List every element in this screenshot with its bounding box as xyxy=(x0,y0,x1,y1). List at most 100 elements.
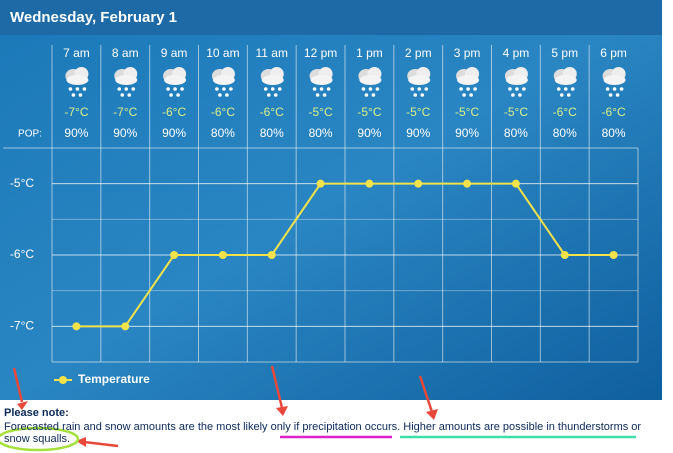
weather-icon xyxy=(504,67,528,97)
temp-label: -5°C xyxy=(504,105,528,119)
snowflake xyxy=(508,87,512,91)
snowflake xyxy=(127,93,132,97)
snowflake xyxy=(612,87,617,91)
snowflake xyxy=(322,93,327,97)
pop-value: 80% xyxy=(602,126,626,140)
cloud xyxy=(359,75,382,85)
cloud xyxy=(66,75,89,85)
weather-icon xyxy=(211,67,235,97)
pop-value: 80% xyxy=(504,126,528,140)
snowflake xyxy=(78,93,83,97)
note-text: Forecasted rain and snow amounts are the… xyxy=(4,421,642,445)
snowflake xyxy=(413,93,418,97)
snowflake xyxy=(176,93,180,97)
legend-label: Temperature xyxy=(78,372,150,386)
hour-label: 8 am xyxy=(112,46,139,60)
panel xyxy=(0,0,662,400)
snowflake xyxy=(469,93,473,97)
data-point xyxy=(316,179,325,188)
cloud xyxy=(603,75,626,85)
snowflake xyxy=(222,87,226,91)
pop-value: 90% xyxy=(406,126,430,140)
hour-label: 7 am xyxy=(63,46,90,60)
cloud xyxy=(408,75,431,85)
weather-icon xyxy=(309,67,333,97)
pop-value: 90% xyxy=(64,126,88,140)
hour-label: 10 am xyxy=(206,46,239,60)
data-point xyxy=(218,251,227,259)
snowflake xyxy=(270,87,275,91)
snowflake xyxy=(266,93,271,97)
snowflake xyxy=(605,87,610,91)
temp-label: -5°C xyxy=(357,105,381,119)
weather-icon xyxy=(456,67,480,97)
temp-label: -6°C xyxy=(211,105,235,119)
snowflake xyxy=(82,87,87,91)
snowflake xyxy=(117,87,122,91)
hour-label: 2 pm xyxy=(405,46,432,60)
data-point xyxy=(560,251,569,259)
hour-label: 12 pm xyxy=(304,46,337,60)
cloud xyxy=(457,75,480,85)
snowflake xyxy=(229,87,233,91)
snowflake xyxy=(368,87,373,91)
snowflake xyxy=(364,93,369,97)
snowflake xyxy=(273,93,278,97)
pop-value: 90% xyxy=(357,126,381,140)
snowflake xyxy=(371,93,376,97)
snowflake xyxy=(420,93,425,97)
weather-icon xyxy=(114,67,138,97)
pop-value: 90% xyxy=(455,126,479,140)
snowflake xyxy=(75,87,80,91)
weather-icon xyxy=(602,67,626,97)
snowflake xyxy=(131,87,136,91)
snowflake xyxy=(608,93,613,97)
snowflake xyxy=(326,87,331,91)
temp-label: -6°C xyxy=(553,105,577,119)
snowflake xyxy=(315,93,320,97)
snowflake xyxy=(515,87,519,91)
pop-value: 80% xyxy=(211,126,235,140)
data-point xyxy=(365,179,374,188)
snowflake xyxy=(68,87,73,91)
pop-value: 90% xyxy=(162,126,186,140)
temperature-line xyxy=(76,182,614,328)
snowflake xyxy=(410,87,415,91)
snowflake xyxy=(518,93,522,97)
header-bar xyxy=(0,0,662,35)
snowflake xyxy=(417,87,422,91)
snowflake xyxy=(466,87,470,91)
snowflake xyxy=(312,87,317,91)
snowflake xyxy=(556,87,561,91)
snowflake xyxy=(215,87,219,91)
hour-label: 3 pm xyxy=(454,46,481,60)
header-title: Wednesday, February 1 xyxy=(10,9,177,26)
snowflake xyxy=(462,93,466,97)
hour-label: 11 am xyxy=(256,46,288,60)
cloud xyxy=(261,75,284,85)
snowflake xyxy=(166,87,170,91)
snowflake xyxy=(566,93,571,97)
annotations xyxy=(12,365,438,448)
note-title: Please note: xyxy=(4,407,69,419)
weather-icon xyxy=(163,67,187,97)
snowflake xyxy=(375,87,380,91)
snowflake xyxy=(71,93,76,97)
cloud xyxy=(505,75,528,85)
data-point xyxy=(609,251,618,259)
snowflake xyxy=(180,87,184,91)
snowflake xyxy=(169,93,173,97)
hour-label: 1 pm xyxy=(356,46,383,60)
snowflake xyxy=(563,87,568,91)
data-point xyxy=(267,251,276,259)
temp-label: -6°C xyxy=(602,105,626,119)
snowflake xyxy=(319,87,324,91)
snowflake xyxy=(173,87,177,91)
highlight-ellipse xyxy=(0,426,80,452)
temp-label: -7°C xyxy=(113,105,137,119)
y-tick-label: -6°C xyxy=(10,247,34,261)
data-point xyxy=(72,322,81,331)
snowflake xyxy=(570,87,575,91)
pop-value: 80% xyxy=(260,126,284,140)
